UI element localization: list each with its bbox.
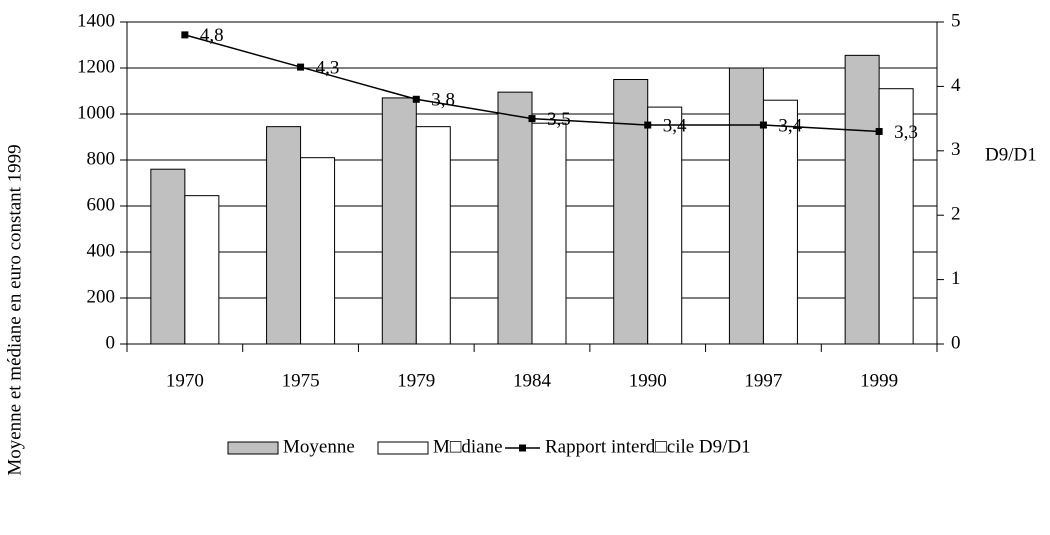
bar [184, 195, 220, 345]
x-tick-label: 1970 [166, 370, 204, 391]
y2-tick-label: 5 [951, 10, 961, 31]
y-tick-label: 1400 [77, 10, 115, 31]
y-tick-label: 400 [87, 240, 116, 261]
data-label: 4,8 [200, 25, 224, 46]
data-label: 4,3 [316, 57, 340, 78]
bar [497, 91, 533, 345]
x-tick-label: 1990 [629, 370, 667, 391]
y-tick-label: 1000 [77, 102, 115, 123]
x-tick-label: 1997 [744, 370, 782, 391]
data-label: 3,4 [778, 115, 802, 136]
bar [728, 67, 764, 345]
bar [844, 54, 880, 345]
bar [150, 168, 186, 345]
ratio-marker [412, 95, 420, 103]
bar [647, 106, 683, 345]
bar [531, 122, 567, 345]
bar [415, 126, 451, 345]
y2-tick-label: 1 [951, 268, 961, 289]
ratio-marker [759, 121, 767, 129]
ratio-marker [528, 115, 536, 123]
legend-marker [519, 444, 526, 452]
ratio-marker [181, 31, 189, 39]
ratio-marker [875, 127, 883, 135]
y2-tick-label: 0 [951, 332, 961, 353]
legend-label: Rapport interd□cile D9/D1 [545, 436, 751, 457]
bar [300, 157, 336, 345]
bar [381, 97, 417, 345]
legend-label: M□diane [433, 436, 503, 457]
ratio-marker [297, 63, 305, 71]
bar [762, 99, 798, 345]
data-label: 3,4 [663, 115, 687, 136]
x-tick-label: 1999 [860, 370, 898, 391]
y2-tick-label: 3 [951, 139, 961, 160]
bar [266, 126, 302, 345]
ratio-marker [644, 121, 652, 129]
x-tick-label: 1975 [282, 370, 320, 391]
y2-tick-label: 4 [951, 75, 961, 96]
y2-axis-label: D9/D1 [985, 144, 1037, 165]
x-tick-label: 1984 [513, 370, 552, 391]
legend-swatch [227, 441, 279, 455]
legend-swatch [377, 441, 429, 455]
y-tick-label: 0 [106, 332, 116, 353]
data-label: 3,3 [894, 122, 918, 143]
data-label: 3,5 [547, 109, 571, 130]
y-tick-label: 200 [87, 286, 116, 307]
y-tick-label: 1200 [77, 56, 115, 77]
bar [613, 79, 649, 345]
y-axis-label: Moyenne et médiane en euro constant 1999 [4, 144, 25, 475]
y-tick-label: 600 [87, 194, 116, 215]
y2-tick-label: 2 [951, 204, 961, 225]
legend-label: Moyenne [283, 436, 355, 457]
data-label: 3,8 [431, 90, 455, 111]
x-tick-label: 1979 [397, 370, 435, 391]
y-tick-label: 800 [87, 148, 116, 169]
